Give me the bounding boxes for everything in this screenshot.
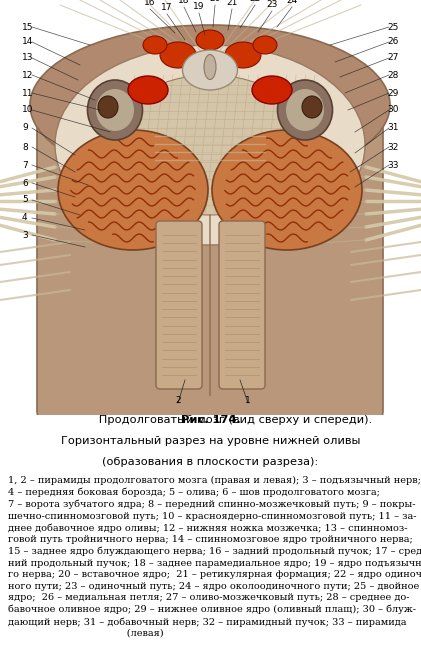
Text: 23: 23 <box>266 0 278 9</box>
Ellipse shape <box>55 45 365 245</box>
Text: 29: 29 <box>388 88 399 97</box>
Ellipse shape <box>200 52 220 68</box>
Ellipse shape <box>30 25 390 185</box>
Text: 18: 18 <box>178 0 190 5</box>
Text: 12: 12 <box>22 71 33 80</box>
Text: 8: 8 <box>22 143 28 152</box>
Text: 20: 20 <box>209 0 221 3</box>
Text: 25: 25 <box>388 22 399 31</box>
Text: (образования в плоскости разреза):: (образования в плоскости разреза): <box>102 456 319 466</box>
Ellipse shape <box>302 96 322 118</box>
Ellipse shape <box>58 130 208 250</box>
Text: 9: 9 <box>22 124 28 133</box>
Ellipse shape <box>98 96 118 118</box>
FancyBboxPatch shape <box>219 221 265 389</box>
Ellipse shape <box>182 50 237 90</box>
Ellipse shape <box>252 76 292 104</box>
Text: 1: 1 <box>245 396 251 405</box>
Text: 7: 7 <box>22 160 28 169</box>
Text: 26: 26 <box>388 37 399 46</box>
Text: 15: 15 <box>22 22 34 31</box>
Ellipse shape <box>196 30 224 50</box>
Ellipse shape <box>88 80 142 140</box>
Text: 33: 33 <box>387 160 399 169</box>
Text: 31: 31 <box>387 124 399 133</box>
Text: 24: 24 <box>286 0 298 5</box>
Text: 3: 3 <box>22 230 28 239</box>
Text: 32: 32 <box>388 143 399 152</box>
Ellipse shape <box>204 54 216 80</box>
Text: 19: 19 <box>193 2 205 11</box>
Text: Рис. 174.: Рис. 174. <box>181 415 240 425</box>
Ellipse shape <box>143 36 167 54</box>
Ellipse shape <box>96 89 134 131</box>
Ellipse shape <box>253 36 277 54</box>
Text: 21: 21 <box>226 0 238 7</box>
FancyBboxPatch shape <box>37 102 383 428</box>
Text: 4: 4 <box>22 213 28 222</box>
Text: 30: 30 <box>387 105 399 114</box>
Text: 13: 13 <box>22 54 34 63</box>
Ellipse shape <box>277 80 333 140</box>
Ellipse shape <box>110 75 310 215</box>
Text: 27: 27 <box>388 54 399 63</box>
Text: 14: 14 <box>22 37 33 46</box>
Text: 2: 2 <box>175 396 181 405</box>
Ellipse shape <box>286 89 324 131</box>
Text: 11: 11 <box>22 88 34 97</box>
Ellipse shape <box>225 42 261 68</box>
Text: 22: 22 <box>249 0 261 3</box>
Text: 10: 10 <box>22 105 34 114</box>
Text: 16: 16 <box>144 0 156 7</box>
Text: 1, 2 – пирамиды продолговатого мозга (правая и левая); 3 – подъязычный нерв;
4 –: 1, 2 – пирамиды продолговатого мозга (пр… <box>8 476 421 638</box>
Ellipse shape <box>128 76 168 104</box>
Text: 17: 17 <box>161 3 173 12</box>
Text: Продолговатый мозг (вид сверху и спереди).: Продолговатый мозг (вид сверху и спереди… <box>48 415 373 425</box>
Text: 5: 5 <box>22 196 28 205</box>
Ellipse shape <box>212 130 362 250</box>
Text: Горизонтальный разрез на уровне нижней оливы: Горизонтальный разрез на уровне нижней о… <box>61 436 360 446</box>
FancyBboxPatch shape <box>156 221 202 389</box>
Text: 6: 6 <box>22 179 28 188</box>
Ellipse shape <box>160 42 196 68</box>
Text: 28: 28 <box>388 71 399 80</box>
